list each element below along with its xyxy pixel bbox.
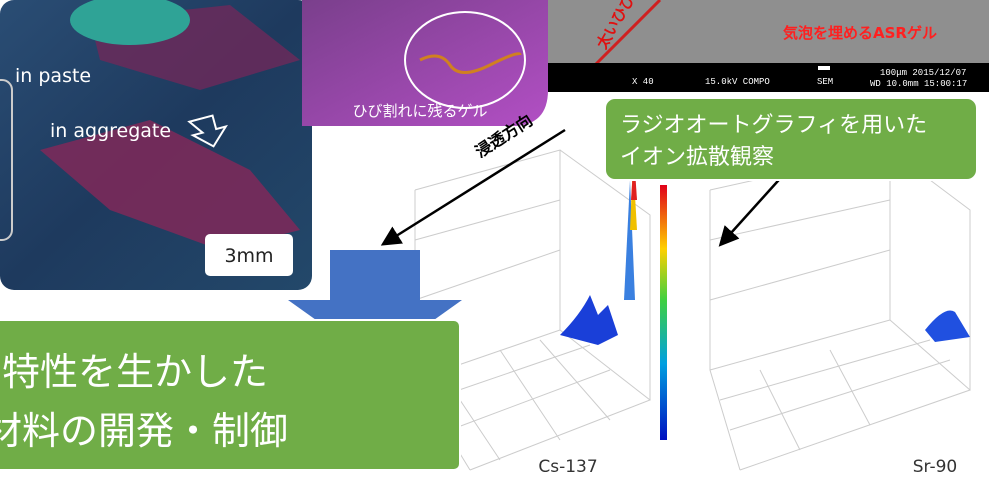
callout-text: ラジオオートグラフィを用いた xyxy=(620,113,927,138)
crack xyxy=(419,52,522,74)
highlight-ellipse xyxy=(404,11,526,109)
sem-scale-bar xyxy=(818,66,830,70)
plot-sr xyxy=(709,149,971,471)
bubble-label: 気泡を埋めるASRゲル xyxy=(783,24,937,42)
scale-box xyxy=(205,234,293,276)
sem-info: 15.0kV COMPO xyxy=(705,77,770,87)
arrow-icon xyxy=(187,114,228,148)
label: in paste xyxy=(15,65,91,87)
gel-image xyxy=(302,0,548,126)
conclusion-text: 材料の開発・制御 xyxy=(0,409,288,453)
plot-label: Sr-90 xyxy=(913,457,957,477)
plot-peak xyxy=(624,180,635,300)
plot-label: Cs-137 xyxy=(538,457,597,477)
plot-surface xyxy=(560,295,618,345)
frame xyxy=(0,79,13,241)
caption: ひび割れに残るゲル xyxy=(352,102,487,120)
label: in aggregate xyxy=(50,120,171,142)
down-arrow xyxy=(288,250,462,362)
callout xyxy=(604,97,978,181)
direction-arrow xyxy=(380,128,566,246)
callout-text: イオン拡散観察 xyxy=(620,145,774,170)
sem-info: WD 10.0mm 15:00:17 xyxy=(870,79,967,89)
plot-surface xyxy=(925,310,970,342)
sem-info: SEM xyxy=(817,77,833,87)
crack-line xyxy=(588,0,662,72)
conclusion-box xyxy=(0,319,461,471)
aggregate-region xyxy=(40,120,300,250)
sem-info-bar xyxy=(548,63,989,92)
scale-label: 3mm xyxy=(224,245,273,267)
sem-info: X 40 xyxy=(632,77,654,87)
particle xyxy=(70,0,190,45)
conclusion-text: 特性を生かした xyxy=(2,350,268,394)
colorbar xyxy=(660,185,667,440)
sem-info: 100μm 2015/12/07 xyxy=(880,68,966,78)
